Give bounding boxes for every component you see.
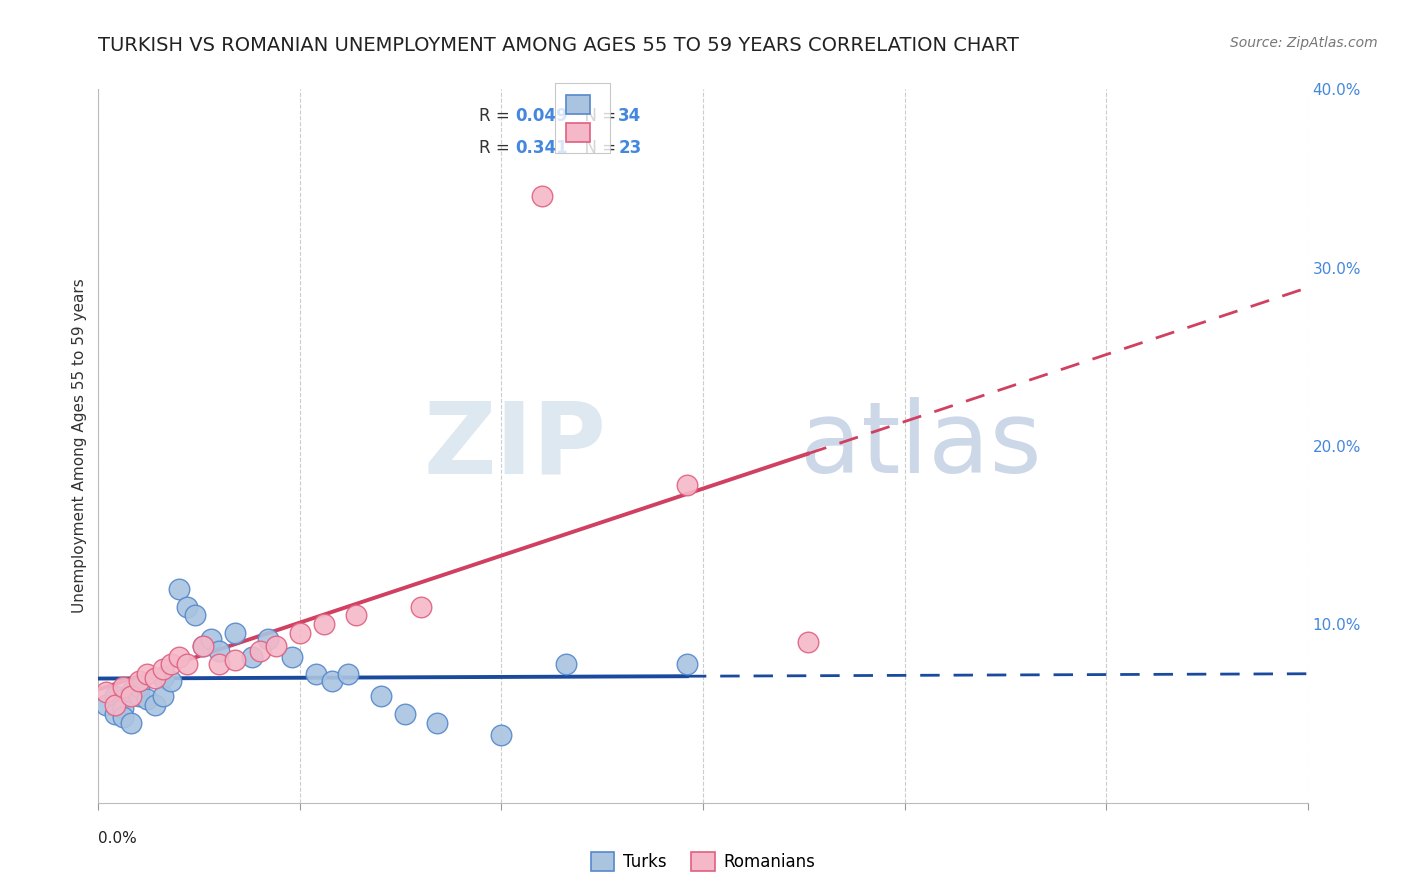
Point bbox=[370, 689, 392, 703]
Point bbox=[530, 189, 553, 203]
Point bbox=[208, 657, 231, 671]
Point bbox=[143, 671, 166, 685]
Point bbox=[305, 667, 328, 681]
Point bbox=[167, 649, 190, 664]
Point bbox=[128, 680, 150, 694]
Point bbox=[176, 599, 198, 614]
Point bbox=[200, 632, 222, 646]
Point bbox=[120, 715, 142, 730]
Point bbox=[288, 626, 311, 640]
Point bbox=[128, 689, 150, 703]
Point bbox=[676, 657, 699, 671]
Point bbox=[143, 698, 166, 712]
Text: 0.341: 0.341 bbox=[516, 139, 568, 157]
Point bbox=[120, 685, 142, 699]
Text: Source: ZipAtlas.com: Source: ZipAtlas.com bbox=[1230, 36, 1378, 50]
Point bbox=[103, 698, 125, 712]
Point bbox=[167, 582, 190, 596]
Text: N =: N = bbox=[574, 139, 621, 157]
Point bbox=[208, 644, 231, 658]
Point bbox=[111, 710, 134, 724]
Point bbox=[281, 649, 304, 664]
Point bbox=[193, 639, 215, 653]
Point bbox=[111, 680, 134, 694]
Text: TURKISH VS ROMANIAN UNEMPLOYMENT AMONG AGES 55 TO 59 YEARS CORRELATION CHART: TURKISH VS ROMANIAN UNEMPLOYMENT AMONG A… bbox=[98, 36, 1019, 54]
Point bbox=[135, 692, 157, 706]
Point bbox=[555, 657, 578, 671]
Point bbox=[337, 667, 360, 681]
Point bbox=[193, 639, 215, 653]
Text: 23: 23 bbox=[619, 139, 641, 157]
Legend: Turks, Romanians: Turks, Romanians bbox=[582, 843, 824, 880]
Point bbox=[491, 728, 513, 742]
Text: N =: N = bbox=[574, 107, 621, 125]
Legend: , : , bbox=[554, 83, 610, 153]
Point bbox=[176, 657, 198, 671]
Point bbox=[409, 599, 432, 614]
Point bbox=[184, 608, 207, 623]
Point bbox=[344, 608, 367, 623]
Point bbox=[120, 689, 142, 703]
Point bbox=[160, 657, 183, 671]
Point bbox=[103, 689, 125, 703]
Point bbox=[135, 667, 157, 681]
Point bbox=[797, 635, 820, 649]
Point bbox=[224, 626, 246, 640]
Point bbox=[111, 692, 134, 706]
Point bbox=[240, 649, 263, 664]
Point bbox=[394, 706, 416, 721]
Point bbox=[152, 671, 174, 685]
Point bbox=[128, 674, 150, 689]
Y-axis label: Unemployment Among Ages 55 to 59 years: Unemployment Among Ages 55 to 59 years bbox=[72, 278, 87, 614]
Text: ZIP: ZIP bbox=[423, 398, 606, 494]
Text: atlas: atlas bbox=[800, 398, 1042, 494]
Text: R =: R = bbox=[479, 107, 516, 125]
Point bbox=[103, 706, 125, 721]
Text: R =: R = bbox=[479, 139, 516, 157]
Point bbox=[256, 632, 278, 646]
Point bbox=[264, 639, 287, 653]
Text: 0.049: 0.049 bbox=[516, 107, 568, 125]
Point bbox=[426, 715, 449, 730]
Text: 0.0%: 0.0% bbox=[98, 831, 138, 847]
Point bbox=[321, 674, 343, 689]
Point bbox=[96, 698, 118, 712]
Point bbox=[249, 644, 271, 658]
Point bbox=[314, 617, 336, 632]
Point bbox=[160, 674, 183, 689]
Point bbox=[152, 662, 174, 676]
Point bbox=[152, 689, 174, 703]
Text: 34: 34 bbox=[619, 107, 641, 125]
Point bbox=[224, 653, 246, 667]
Point bbox=[96, 685, 118, 699]
Point bbox=[676, 478, 699, 492]
Point bbox=[111, 701, 134, 715]
